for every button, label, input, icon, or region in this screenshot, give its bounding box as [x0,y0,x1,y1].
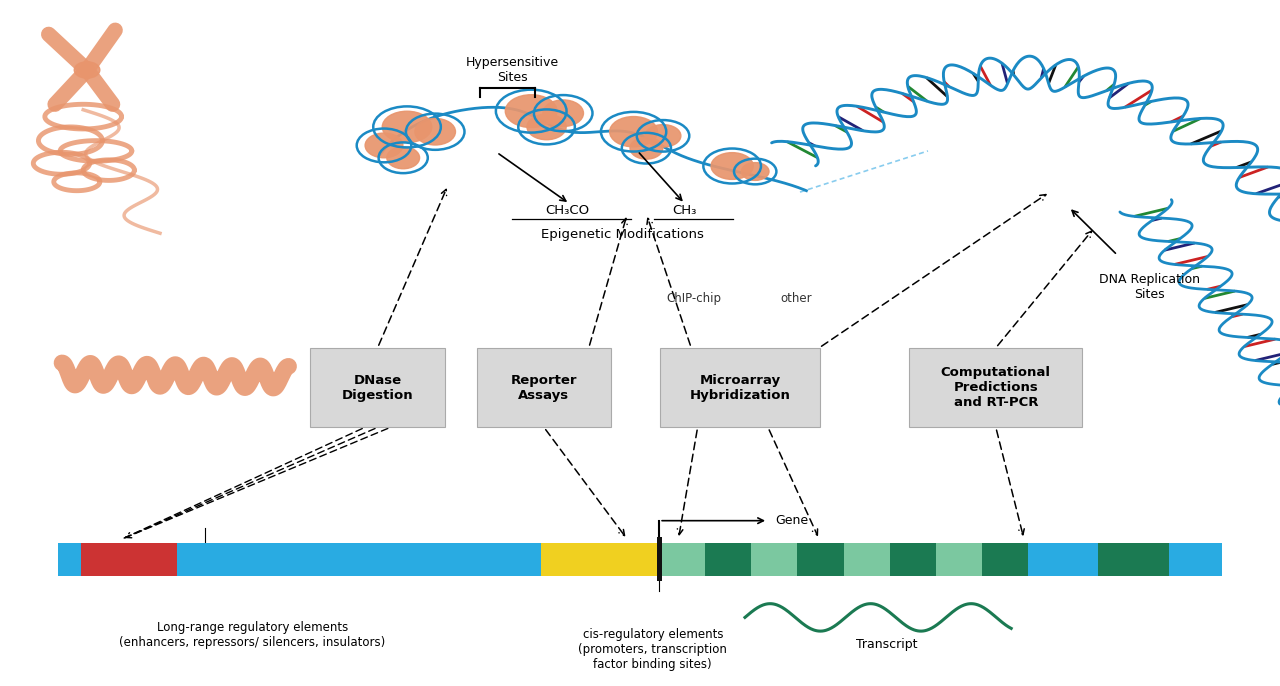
Bar [844,543,890,576]
Bar [705,543,751,576]
Bar [936,543,982,576]
Bar [797,543,844,576]
Ellipse shape [527,114,566,140]
Text: cis-regulatory elements
(promoters, transcription
factor binding sites): cis-regulatory elements (promoters, tran… [579,628,727,671]
Bar [659,543,705,576]
Bar [1028,543,1098,576]
Bar [58,543,81,576]
Text: CH₃: CH₃ [672,204,698,217]
Bar [81,543,177,576]
Ellipse shape [74,62,100,78]
FancyBboxPatch shape [910,348,1083,427]
Text: other: other [781,292,812,305]
Ellipse shape [741,163,769,180]
Ellipse shape [609,117,658,147]
Bar [751,543,797,576]
Bar [890,543,936,576]
Text: Gene: Gene [776,514,809,527]
Text: Epigenetic Modifications: Epigenetic Modifications [540,228,704,241]
Ellipse shape [506,95,557,128]
Ellipse shape [415,119,456,145]
Bar [541,543,659,576]
Bar [1169,543,1222,576]
Ellipse shape [630,137,663,159]
FancyBboxPatch shape [660,348,819,427]
Ellipse shape [383,111,431,143]
Ellipse shape [712,153,753,179]
Text: Long-range regulatory elements
(enhancers, repressors/ silencers, insulators): Long-range regulatory elements (enhancer… [119,621,385,649]
Bar [657,537,662,581]
Text: ChIP-chip: ChIP-chip [667,292,721,305]
Text: DNase
Digestion: DNase Digestion [342,374,413,401]
Bar [982,543,1028,576]
Text: Microarray
Hybridization: Microarray Hybridization [690,374,790,401]
Ellipse shape [543,100,584,126]
Text: CH₃CO: CH₃CO [545,204,589,217]
Bar [1098,543,1169,576]
Ellipse shape [645,125,681,147]
Ellipse shape [365,133,403,158]
Bar [177,543,541,576]
Text: Hypersensitive
Sites: Hypersensitive Sites [466,56,558,84]
Text: Transcript: Transcript [856,638,918,651]
Text: Computational
Predictions
and RT-PCR: Computational Predictions and RT-PCR [941,366,1051,409]
Ellipse shape [387,147,420,169]
Text: Reporter
Assays: Reporter Assays [511,374,577,401]
FancyBboxPatch shape [310,348,445,427]
Text: DNA Replication
Sites: DNA Replication Sites [1100,273,1199,301]
FancyBboxPatch shape [477,348,612,427]
